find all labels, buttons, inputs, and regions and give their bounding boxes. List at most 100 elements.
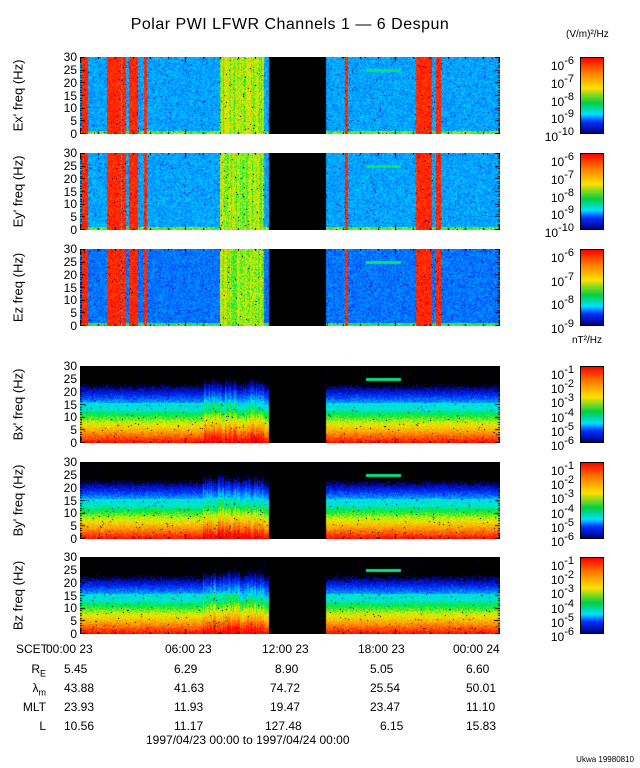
date-range: 1997/04/23 00:00 to 1997/04/24 00:00 [146, 733, 350, 747]
y-tick-label: 20 [63, 480, 77, 495]
credit: Ukwa 19980810 [576, 755, 634, 764]
y-tick-label: 25 [63, 467, 77, 482]
ephemeris-value: 8.90 [275, 662, 299, 676]
y-axis-label: By' freq (Hz) [10, 464, 26, 536]
colorbar-tick-label: 10-6 [551, 626, 574, 643]
spectrogram-image [80, 462, 500, 539]
y-tick-label: 15 [63, 588, 77, 603]
colorbar-tick-label: 10-4 [551, 503, 574, 520]
colorbar-tick-base: 10 [550, 464, 565, 478]
colorbar-tick-base: 10 [550, 520, 565, 535]
colorbar-tick-base: 10 [550, 424, 565, 439]
colorbar-tick-exponent: -10 [558, 222, 574, 234]
e-colorbar-unit: (V/m)²/Hz [566, 29, 609, 40]
colorbar-tick-label: 10-5 [551, 517, 574, 534]
colorbar-tick-label: 10-8 [551, 294, 574, 311]
ephemeris-value: 25.54 [370, 681, 401, 695]
colorbar-tick-label: 10-7 [551, 73, 574, 90]
colorbar [580, 462, 604, 539]
colorbar-tick-label: 10-4 [551, 407, 574, 424]
y-tick-label: 5 [70, 614, 77, 629]
plot-title: Polar PWI LFWR Channels 1 — 6 Despun [130, 16, 450, 33]
colorbar-tick-label: 10-6 [551, 151, 574, 168]
y-tick-label: 0 [70, 436, 77, 450]
colorbar-tick-base: 10 [550, 251, 565, 265]
ephemeris-value: 6.29 [174, 662, 198, 676]
colorbar-tick-exponent: -8 [564, 90, 574, 103]
colorbar-tick-base: 10 [550, 559, 565, 573]
ephemeris-value: 5.45 [64, 662, 88, 676]
spectrogram-ez [80, 249, 500, 326]
colorbar-tick-exponent: -6 [564, 247, 574, 259]
colorbar-tick-label: 10-8 [551, 187, 574, 204]
colorbar-tick-base: 10 [550, 535, 565, 549]
y-tick-label: 30 [63, 550, 77, 564]
y-tick-label: 5 [70, 114, 77, 129]
ephemeris-value: 43.88 [64, 681, 95, 695]
spectrogram-image [80, 366, 500, 443]
y-tick-label: 10 [63, 506, 77, 521]
ephemeris-row-label: L [39, 719, 46, 733]
colorbar-tick-exponent: -4 [564, 406, 574, 419]
colorbar-tick-base: 10 [550, 59, 565, 73]
y-axis-label: Ex' freq (Hz) [10, 59, 26, 131]
ephemeris-value: 41.63 [174, 681, 205, 695]
colorbar-tick-label: 10-5 [551, 612, 574, 629]
colorbar [580, 557, 604, 634]
colorbar-tick-exponent: -1 [564, 555, 574, 567]
colorbar-tick-label: 10-6 [551, 247, 574, 264]
colorbar-tick-label: 10-6 [551, 55, 574, 72]
scet-label: SCET [16, 642, 49, 656]
ephemeris-value: 11.93 [174, 700, 204, 714]
y-tick-label: 5 [70, 519, 77, 534]
colorbar-tick-base: 10 [550, 76, 565, 91]
colorbar-tick-label: 10-10 [545, 222, 574, 239]
colorbar-tick-base: 10 [550, 208, 565, 223]
colorbar-tick-exponent: -8 [564, 186, 574, 199]
colorbar-tick-base: 10 [550, 587, 565, 602]
y-tick-label: 0 [70, 627, 77, 641]
ephemeris-value: 6.60 [466, 662, 490, 676]
colorbar-tick-exponent: -7 [564, 270, 574, 283]
y-tick-label: 25 [63, 371, 77, 386]
y-tick-label: 10 [63, 601, 77, 616]
colorbar-tick-exponent: -1 [564, 364, 574, 376]
y-tick-label: 10 [63, 101, 77, 116]
y-tick-label: 15 [63, 397, 77, 412]
colorbar-tick-base: 10 [550, 368, 565, 382]
ephemeris-value: 23.93 [64, 700, 95, 714]
colorbar-tick-base: 10 [550, 615, 565, 630]
colorbar-tick-label: 10-5 [551, 421, 574, 438]
colorbar-tick-base: 10 [550, 322, 565, 336]
colorbar-tick-exponent: -2 [564, 569, 574, 582]
colorbar-tick-base: 10 [550, 573, 565, 588]
y-tick-label: 25 [63, 254, 77, 269]
ephemeris-value: 5.05 [370, 662, 394, 676]
colorbar-tick-label: 10-9 [551, 204, 574, 221]
colorbar-tick-exponent: -7 [564, 72, 574, 85]
x-tick-label: 06:00 23 [165, 642, 212, 656]
y-tick-label: 10 [63, 197, 77, 212]
spectrogram-bz [80, 557, 500, 634]
colorbar-tick-label: 10-7 [551, 271, 574, 288]
y-tick-label: 30 [63, 50, 77, 64]
y-tick-label: 0 [70, 532, 77, 546]
colorbar-tick-base: 10 [550, 439, 565, 453]
ephemeris-label-text: L [39, 719, 46, 733]
y-tick-label: 30 [63, 455, 77, 469]
y-tick-label: 15 [63, 280, 77, 295]
colorbar-tick-base: 10 [550, 492, 565, 507]
colorbar-tick-label: 10-4 [551, 598, 574, 615]
colorbar-tick-exponent: -6 [564, 55, 574, 67]
colorbar-tick-base: 10 [544, 130, 559, 144]
y-tick-label: 15 [63, 88, 77, 103]
ephemeris-value: 50.01 [466, 681, 497, 695]
colorbar-tick-exponent: -8 [564, 294, 574, 307]
ephemeris-label-text: R [31, 662, 40, 676]
colorbar-tick-base: 10 [550, 396, 565, 411]
ephemeris-value: 23.47 [370, 700, 401, 714]
x-tick-label: 00:00 24 [453, 642, 500, 656]
colorbar-tick-exponent: -4 [564, 597, 574, 610]
colorbar-tick-exponent: -7 [564, 168, 574, 181]
colorbar [580, 57, 604, 134]
